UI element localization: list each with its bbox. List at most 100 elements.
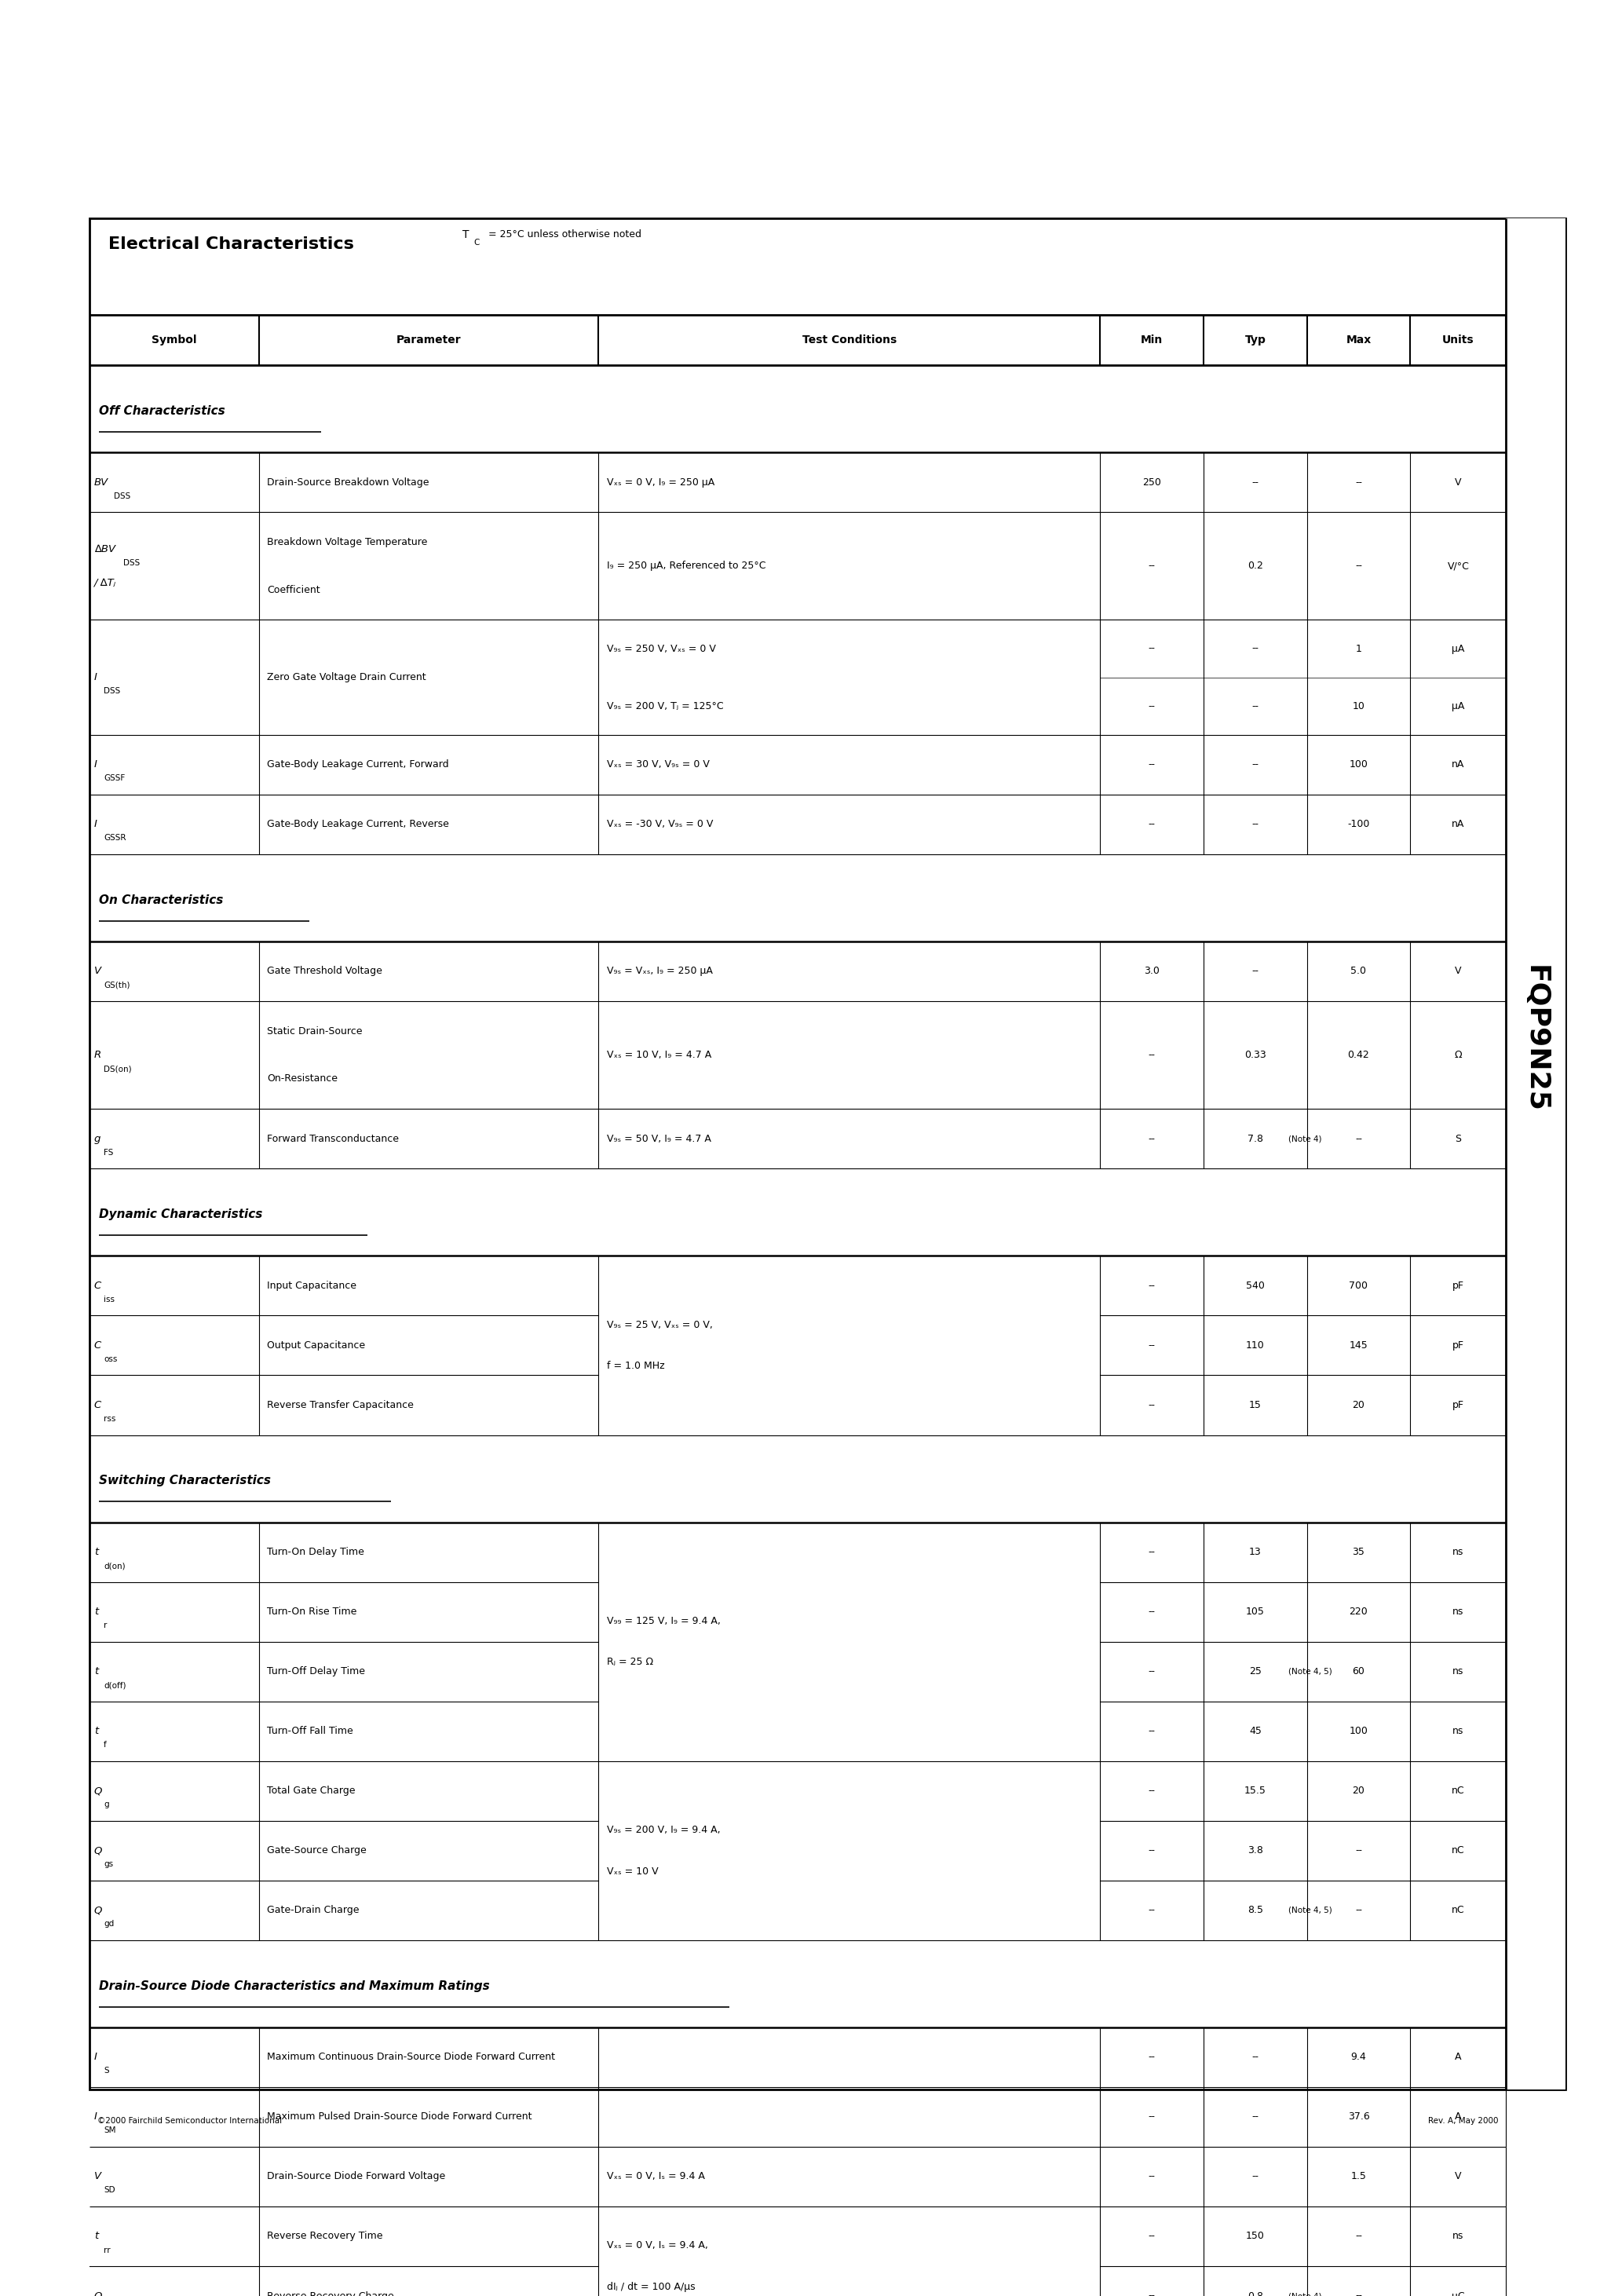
Text: μA: μA xyxy=(1452,643,1465,654)
Text: rr: rr xyxy=(104,2245,110,2255)
Text: r: r xyxy=(104,1621,107,1630)
Text: μC: μC xyxy=(1452,2291,1465,2296)
Text: -100: -100 xyxy=(1348,820,1369,829)
Text: GS(th): GS(th) xyxy=(104,980,130,990)
Text: --: -- xyxy=(1252,478,1259,487)
Text: 5.0: 5.0 xyxy=(1351,967,1366,976)
Text: Gate Threshold Voltage: Gate Threshold Voltage xyxy=(268,967,383,976)
Text: BV: BV xyxy=(94,478,109,487)
Text: ns: ns xyxy=(1453,1727,1465,1736)
Text: V: V xyxy=(1455,478,1461,487)
Text: --: -- xyxy=(1252,2112,1259,2122)
Text: Gate-Drain Charge: Gate-Drain Charge xyxy=(268,1906,360,1915)
Text: oss: oss xyxy=(104,1355,117,1364)
Text: 540: 540 xyxy=(1246,1281,1265,1290)
Text: On Characteristics: On Characteristics xyxy=(99,893,224,907)
Text: Typ: Typ xyxy=(1244,335,1265,344)
Text: DSS: DSS xyxy=(104,687,120,696)
Text: 1: 1 xyxy=(1356,643,1362,654)
Text: Breakdown Voltage Temperature: Breakdown Voltage Temperature xyxy=(268,537,428,546)
Text: T: T xyxy=(462,230,469,241)
Text: gd: gd xyxy=(104,1919,114,1929)
Text: pF: pF xyxy=(1452,1341,1465,1350)
Text: Zero Gate Voltage Drain Current: Zero Gate Voltage Drain Current xyxy=(268,673,427,682)
Text: rss: rss xyxy=(104,1414,115,1424)
Text: Reverse Recovery Time: Reverse Recovery Time xyxy=(268,2232,383,2241)
Text: I: I xyxy=(94,2053,97,2062)
Text: --: -- xyxy=(1148,1846,1155,1855)
Text: Gate-Body Leakage Current, Forward: Gate-Body Leakage Current, Forward xyxy=(268,760,449,769)
Text: Q: Q xyxy=(94,1846,102,1855)
Text: iss: iss xyxy=(104,1295,115,1304)
Text: --: -- xyxy=(1148,1401,1155,1410)
Text: --: -- xyxy=(1354,2232,1362,2241)
Text: --: -- xyxy=(1148,1727,1155,1736)
Text: (Note 4, 5): (Note 4, 5) xyxy=(1288,1906,1332,1915)
Text: --: -- xyxy=(1148,2291,1155,2296)
Text: Switching Characteristics: Switching Characteristics xyxy=(99,1474,271,1488)
Text: Vₓₛ = 0 V, Iₛ = 9.4 A: Vₓₛ = 0 V, Iₛ = 9.4 A xyxy=(607,2172,704,2181)
Text: t: t xyxy=(94,1607,99,1616)
Text: 7.8: 7.8 xyxy=(1247,1134,1264,1143)
Text: 60: 60 xyxy=(1353,1667,1364,1676)
Text: A: A xyxy=(1455,2053,1461,2062)
Text: --: -- xyxy=(1252,643,1259,654)
Text: (Note 4): (Note 4) xyxy=(1288,1134,1322,1143)
Text: Q: Q xyxy=(94,1906,102,1915)
Text: --: -- xyxy=(1354,1906,1362,1915)
Text: C: C xyxy=(94,1281,101,1290)
Text: (Note 4, 5): (Note 4, 5) xyxy=(1288,1667,1332,1676)
Text: --: -- xyxy=(1252,820,1259,829)
Text: t: t xyxy=(94,1548,99,1557)
Text: V: V xyxy=(94,2172,101,2181)
Text: Test Conditions: Test Conditions xyxy=(803,335,897,344)
Text: --: -- xyxy=(1148,1548,1155,1557)
Text: GSSF: GSSF xyxy=(104,774,125,783)
Text: A: A xyxy=(1455,2112,1461,2122)
Text: S: S xyxy=(1455,1134,1461,1143)
Text: --: -- xyxy=(1354,560,1362,572)
Text: d(on): d(on) xyxy=(104,1561,125,1570)
Text: 20: 20 xyxy=(1353,1401,1364,1410)
Text: FQP9N25: FQP9N25 xyxy=(1523,964,1549,1114)
Text: 10: 10 xyxy=(1353,700,1364,712)
Text: 0.33: 0.33 xyxy=(1244,1049,1267,1061)
Text: Drain-Source Diode Forward Voltage: Drain-Source Diode Forward Voltage xyxy=(268,2172,446,2181)
Text: 0.8: 0.8 xyxy=(1247,2291,1264,2296)
Text: 100: 100 xyxy=(1350,1727,1367,1736)
Text: / ∆Tⱼ: / ∆Tⱼ xyxy=(94,579,117,588)
Text: nA: nA xyxy=(1452,820,1465,829)
Text: Turn-On Delay Time: Turn-On Delay Time xyxy=(268,1548,365,1557)
Text: pF: pF xyxy=(1452,1281,1465,1290)
Text: nC: nC xyxy=(1452,1906,1465,1915)
Text: V/°C: V/°C xyxy=(1447,560,1470,572)
Text: 37.6: 37.6 xyxy=(1348,2112,1369,2122)
Text: nC: nC xyxy=(1452,1846,1465,1855)
Text: dIⱼ / dt = 100 A/μs: dIⱼ / dt = 100 A/μs xyxy=(607,2282,694,2291)
Text: --: -- xyxy=(1148,1281,1155,1290)
Text: --: -- xyxy=(1252,2172,1259,2181)
Text: C: C xyxy=(94,1341,101,1350)
Text: Vₓₛ = 30 V, V₉ₛ = 0 V: Vₓₛ = 30 V, V₉ₛ = 0 V xyxy=(607,760,709,769)
Text: I₉ = 250 μA, Referenced to 25°C: I₉ = 250 μA, Referenced to 25°C xyxy=(607,560,766,572)
Text: Symbol: Symbol xyxy=(151,335,196,344)
Text: f = 1.0 MHz: f = 1.0 MHz xyxy=(607,1362,665,1371)
Text: 220: 220 xyxy=(1350,1607,1367,1616)
Text: --: -- xyxy=(1148,760,1155,769)
Text: Turn-Off Delay Time: Turn-Off Delay Time xyxy=(268,1667,365,1676)
Text: Gate-Body Leakage Current, Reverse: Gate-Body Leakage Current, Reverse xyxy=(268,820,449,829)
Text: --: -- xyxy=(1354,2291,1362,2296)
Text: Reverse Transfer Capacitance: Reverse Transfer Capacitance xyxy=(268,1401,414,1410)
Text: 0.2: 0.2 xyxy=(1247,560,1264,572)
Text: I: I xyxy=(94,820,97,829)
Text: --: -- xyxy=(1252,2053,1259,2062)
Text: --: -- xyxy=(1354,1134,1362,1143)
Text: I: I xyxy=(94,2112,97,2122)
Text: gs: gs xyxy=(104,1860,114,1869)
Bar xyxy=(1507,218,1565,2089)
Text: --: -- xyxy=(1148,1667,1155,1676)
Text: Drain-Source Breakdown Voltage: Drain-Source Breakdown Voltage xyxy=(268,478,430,487)
Text: pF: pF xyxy=(1452,1401,1465,1410)
Text: d(off): d(off) xyxy=(104,1681,127,1690)
Text: ∆BV: ∆BV xyxy=(94,544,115,553)
